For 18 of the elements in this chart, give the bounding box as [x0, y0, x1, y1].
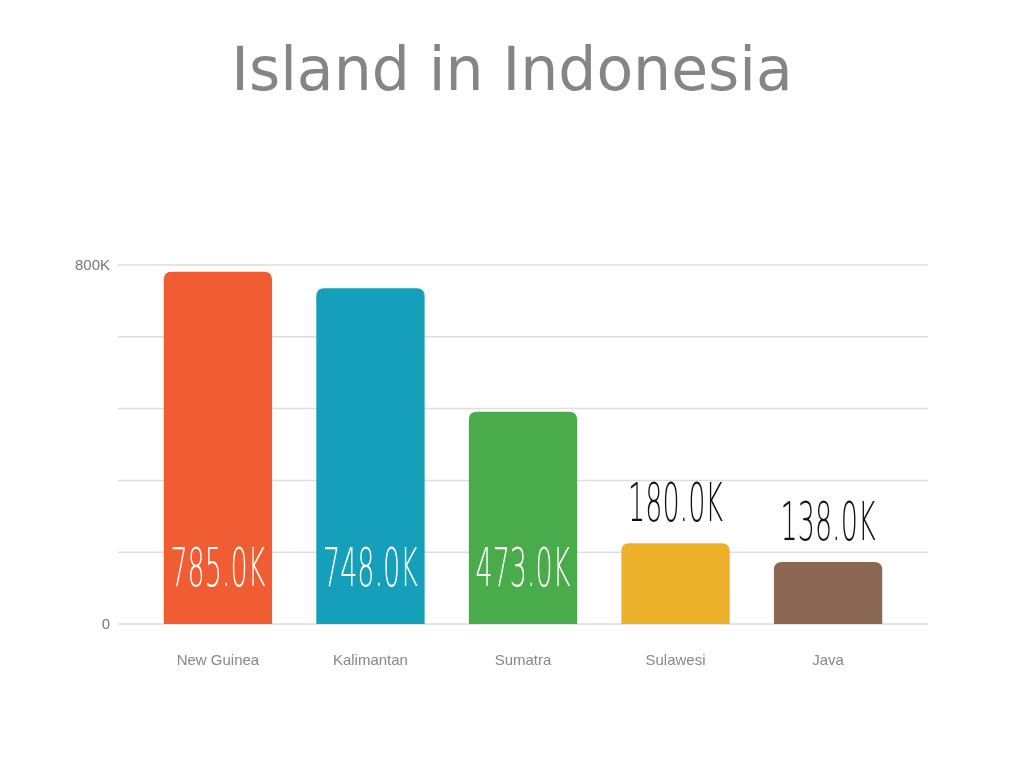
data-label: 138.0K [780, 489, 876, 553]
chart-title: Island in Indonesia [231, 34, 793, 104]
bar [163, 271, 273, 624]
x-tick-label: Sulawesi [645, 651, 706, 668]
data-label: 473.0K [475, 535, 571, 599]
y-tick-label: 800K [74, 256, 110, 273]
x-tick-label: Sumatra [494, 651, 552, 668]
bar [316, 288, 425, 624]
x-tick-label: New Guinea [176, 651, 260, 668]
bar [468, 411, 578, 624]
x-tick-label: Kalimantan [332, 651, 408, 668]
bar [621, 543, 730, 624]
data-label: 180.0K [628, 470, 724, 534]
data-label: 748.0K [322, 535, 418, 599]
y-tick-label: 0 [101, 615, 110, 632]
data-label: 785.0K [170, 535, 266, 599]
x-tick-label: Java [812, 651, 845, 668]
bar [773, 562, 883, 624]
